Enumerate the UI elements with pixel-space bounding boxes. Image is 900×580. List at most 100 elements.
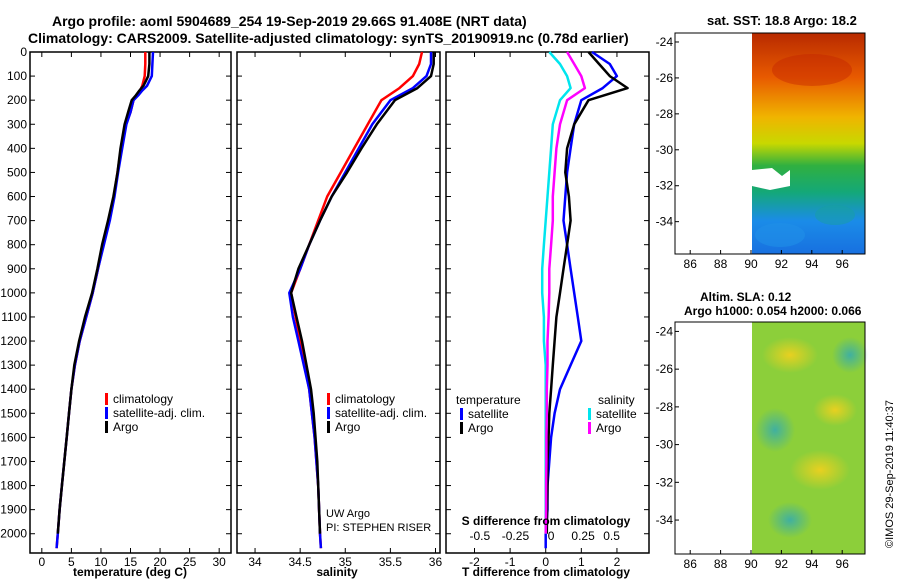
map-y-tick-label: -30 [656,438,674,452]
series-line-argo [56,52,151,534]
map-x-tick-label: 90 [744,557,758,571]
legend-mark-s-argo [588,422,591,434]
depth-tick-label: 800 [7,238,27,252]
legend-mark-climatology [327,393,330,405]
map-x-tick-label: 88 [714,557,728,571]
depth-tick-label: 1400 [0,382,27,396]
annotation-pi: PI: STEPHEN RISER [326,522,431,534]
sla-map-frame [674,321,866,555]
legend-mark-climatology [105,393,108,405]
depth-tick-label: 1700 [0,454,27,468]
map-y-tick-label: -34 [656,513,674,527]
x-tick-label: 30 [212,555,226,569]
sst-map [674,32,866,255]
salinity-x-label: salinity [316,565,358,579]
sst-map-title: sat. SST: 18.8 Argo: 18.2 [707,13,857,28]
depth-tick-label: 700 [7,214,27,228]
sla-low [832,337,868,373]
x-tick-label: -2 [469,555,480,569]
sla-map-title2: Argo h1000: 0.054 h2000: 0.066 [684,304,862,318]
legend-label-s-satellite: satellite [596,407,637,421]
sst-warm-patch [772,54,852,86]
depth-axis: 0 100 200 300 400 500 600 700 800 900 1000 1100 1200… [0,45,649,541]
legend-mark-argo [105,421,108,433]
series-line-climatology [289,51,424,549]
salinity-panel-frame [236,51,441,554]
map-y-tick-label: -24 [656,324,674,338]
s-difference-tick-label: 0 [548,529,555,543]
map-y-tick-label: -26 [656,71,674,85]
sla-low [768,502,812,538]
legend-mark-s-satellite [588,408,591,420]
series-line-argo [289,52,435,534]
depth-tick-label: 400 [7,141,27,155]
difference-panel-frame [445,51,650,554]
sst-land-mask [752,168,790,190]
salinity-legend: climatology satellite-adj. clim. Argo [327,392,427,434]
map-x-tick-label: 96 [836,557,850,571]
temperature-x-label: temperature (deg C) [73,565,187,579]
legend-label-argo: Argo [335,420,361,434]
legend-label-satellite: satellite-adj. clim. [335,406,427,420]
depth-tick-label: 100 [7,69,27,83]
legend-label-satellite: satellite-adj. clim. [113,406,205,420]
depth-tick-label: 1000 [0,286,27,300]
legend-label-climatology: climatology [335,392,395,406]
x-tick-label: 35 [339,555,353,569]
x-tick-label: 1 [578,555,585,569]
map-y-tick-label: -30 [656,143,674,157]
s-difference-tick-label: 0.25 [571,529,595,543]
legend-label-s-argo: Argo [596,421,622,435]
depth-tick-label: 300 [7,117,27,131]
sst-map-axes: 86 88 90 92 94 96 -24 -26 -28 -30 -32 -34 [656,35,850,271]
map-y-tick-label: -26 [656,362,674,376]
annotation-uw-argo: UW Argo [326,508,370,520]
x-tick-label: 20 [153,555,167,569]
s-difference-tick-label: -0.25 [502,529,530,543]
x-tick-label: 0 [38,555,45,569]
x-tick-label: 2 [614,555,621,569]
sst-eddy [815,205,855,225]
temperature-series [55,51,155,549]
difference-series [540,50,629,549]
x-tick-label: 0 [542,555,549,569]
legend-label-climatology: climatology [113,392,173,406]
x-tick-label: 36 [429,555,443,569]
map-y-tick-label: -32 [656,179,674,193]
map-x-tick-label: 92 [775,257,789,271]
map-x-tick-label: 88 [714,257,728,271]
x-tick-label: -1 [505,555,516,569]
legend-label-t-satellite: satellite [468,407,509,421]
legend-mark-t-satellite [460,408,463,420]
depth-tick-label: 600 [7,190,27,204]
x-tick-label: 10 [94,555,108,569]
depth-tick-label: 1800 [0,479,27,493]
sla-high [762,337,818,373]
series-line-t-satellite [544,50,619,549]
difference-x-axis: -2 -1 0 1 2 [469,52,621,569]
map-x-tick-label: 90 [744,257,758,271]
series-line-s-argo [544,51,587,534]
salinity-series [288,51,435,549]
depth-tick-label: 500 [7,165,27,179]
legend-label-t-argo: Argo [468,421,494,435]
title-line2: Climatology: CARS2009. Satellite-adjuste… [28,30,629,46]
temperature-panel-frame [29,51,232,554]
s-difference-ticks: -0.5 -0.25 0 0.25 0.5 [469,529,620,543]
x-tick-label: 15 [124,555,138,569]
map-x-tick-label: 86 [684,257,698,271]
map-y-tick-label: -34 [656,215,674,229]
s-difference-tick-label: 0.5 [603,529,620,543]
x-tick-label: 5 [68,555,75,569]
difference-legend-temperature: temperature satellite Argo [456,393,521,435]
s-difference-label: S difference from climatology [462,514,631,528]
temperature-legend: climatology satellite-adj. clim. Argo [105,392,205,434]
sla-high [813,394,857,426]
sla-map-title1: Altim. SLA: 0.12 [700,290,792,304]
sla-low [755,408,795,452]
series-line-satellite [288,52,433,549]
depth-tick-label: 1600 [0,430,27,444]
depth-tick-label: 900 [7,262,27,276]
map-x-tick-label: 92 [775,557,789,571]
